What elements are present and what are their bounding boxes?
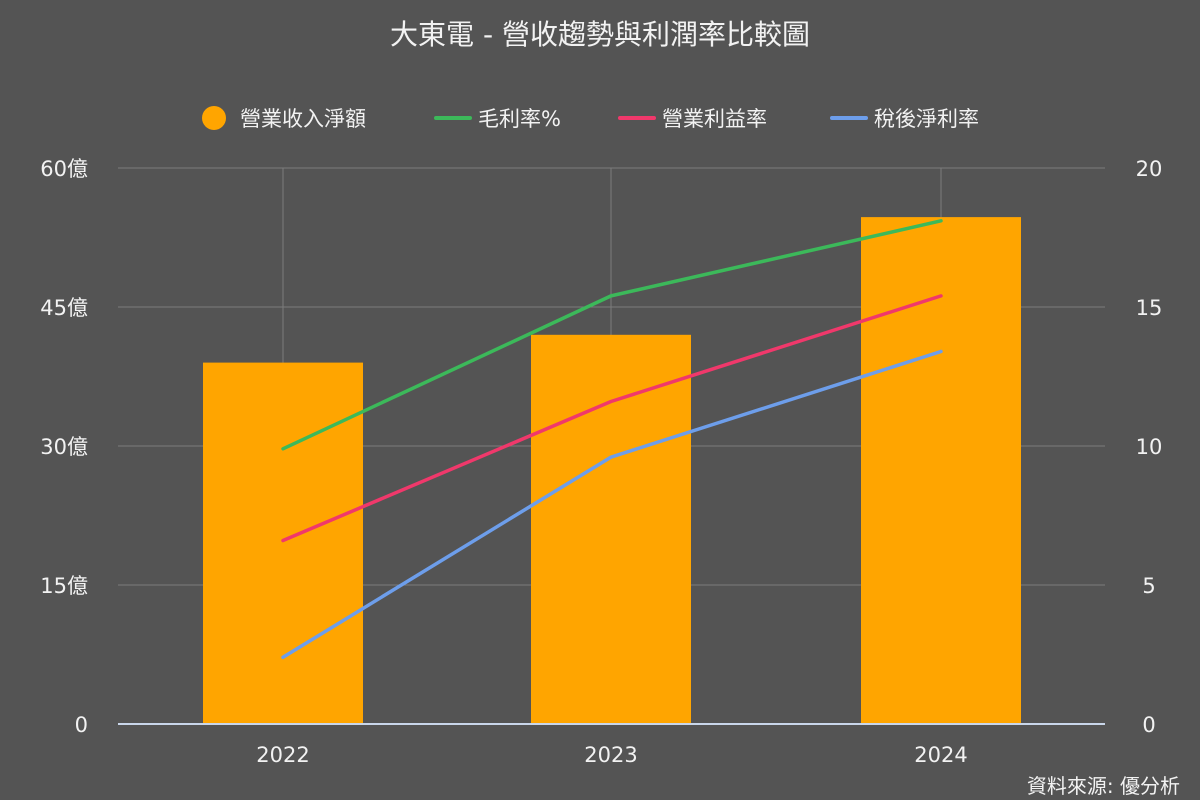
x-tick-label: 2022 [256, 743, 309, 767]
legend-item: 稅後淨利率 [830, 107, 979, 131]
x-tick-label: 2024 [914, 743, 967, 767]
y-right-tick-label: 5 [1142, 574, 1155, 598]
legend-item: 營業收入淨額 [202, 106, 366, 131]
bar-series [203, 217, 1021, 724]
y-left-tick-label: 60億 [40, 157, 88, 181]
legend-label: 稅後淨利率 [874, 107, 979, 131]
series-line [281, 349, 943, 660]
bar [531, 334, 691, 724]
legend: 營業收入淨額 毛利率% 營業利益率 稅後淨利率 [202, 106, 979, 131]
y-axis-right: 0 5 10 15 20 [1136, 157, 1163, 737]
x-tick-label: 2023 [584, 743, 637, 767]
bar [861, 217, 1021, 724]
y-right-tick-label: 10 [1136, 435, 1163, 459]
y-right-tick-label: 15 [1136, 296, 1163, 320]
legend-item: 營業利益率 [618, 107, 767, 131]
y-left-tick-label: 0 [75, 713, 88, 737]
series-line [281, 294, 943, 543]
bar [203, 362, 363, 724]
y-left-tick-label: 30億 [40, 435, 88, 459]
y-axis-left: 0 15億 30億 45億 60億 [40, 157, 88, 737]
y-right-tick-label: 20 [1136, 157, 1163, 181]
y-left-tick-label: 45億 [40, 296, 88, 320]
source-credit: 資料來源: 優分析 [1027, 774, 1180, 798]
x-axis: 2022 2023 2024 [118, 723, 1105, 767]
legend-label: 營業利益率 [662, 107, 767, 131]
legend-item: 毛利率% [434, 107, 561, 131]
legend-label: 營業收入淨額 [240, 107, 366, 131]
y-right-tick-label: 0 [1142, 713, 1155, 737]
chart-title: 大東電 - 營收趨勢與利潤率比較圖 [390, 18, 810, 51]
legend-label: 毛利率% [478, 107, 561, 131]
legend-swatch-dot [202, 106, 226, 130]
line-series [281, 219, 943, 660]
series-line [281, 219, 943, 451]
y-left-tick-label: 15億 [40, 574, 88, 598]
